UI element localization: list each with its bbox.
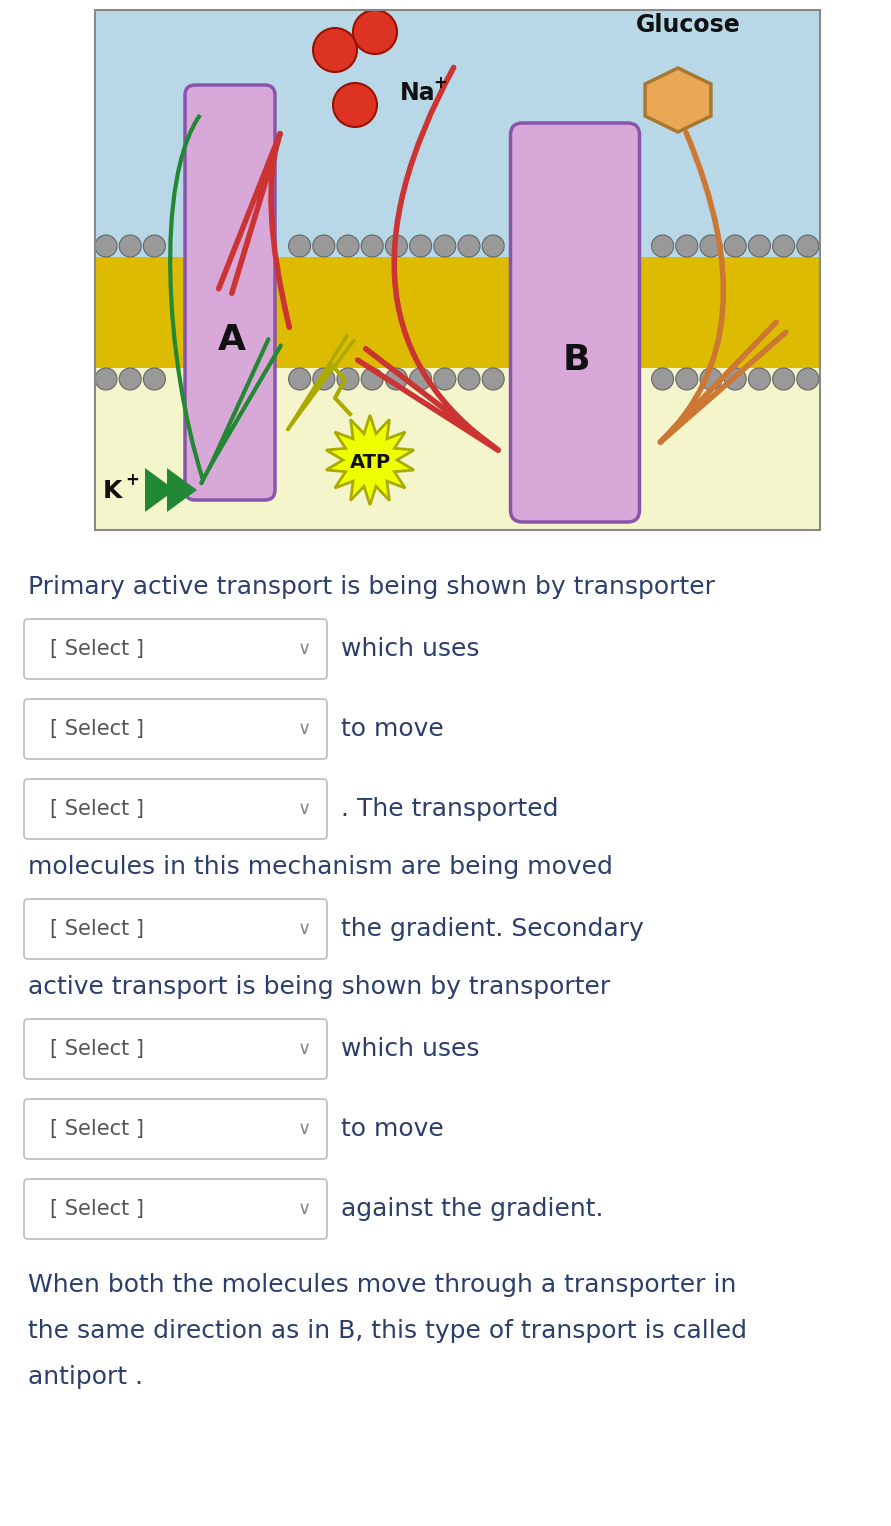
Circle shape [675,235,698,256]
Circle shape [434,235,456,256]
Polygon shape [326,415,414,505]
Circle shape [410,368,431,391]
FancyBboxPatch shape [24,1180,327,1239]
Circle shape [700,368,722,391]
Text: antiport .: antiport . [28,1364,143,1389]
Text: [ Select ]: [ Select ] [50,919,144,938]
Circle shape [724,235,746,256]
Text: +: + [433,73,447,92]
Text: [ Select ]: [ Select ] [50,800,144,819]
Circle shape [119,368,141,391]
Text: [ Select ]: [ Select ] [50,719,144,739]
Circle shape [333,82,377,127]
Text: against the gradient.: against the gradient. [341,1196,603,1221]
Circle shape [353,11,397,53]
Circle shape [386,235,407,256]
Circle shape [143,368,166,391]
Text: A: A [218,324,246,357]
Circle shape [313,235,335,256]
FancyBboxPatch shape [24,778,327,839]
FancyBboxPatch shape [24,899,327,958]
Circle shape [143,235,166,256]
Text: ∨: ∨ [298,800,311,818]
Text: +: + [125,472,139,488]
Circle shape [337,368,359,391]
Circle shape [748,368,771,391]
FancyBboxPatch shape [24,1019,327,1079]
Text: the gradient. Secondary: the gradient. Secondary [341,917,644,942]
FancyBboxPatch shape [24,1099,327,1160]
Circle shape [748,235,771,256]
Circle shape [724,368,746,391]
Polygon shape [167,468,197,513]
Circle shape [772,368,795,391]
Circle shape [337,235,359,256]
FancyBboxPatch shape [185,85,275,501]
Text: to move: to move [341,1117,444,1141]
Circle shape [651,368,674,391]
Text: the same direction as in B, this type of transport is called: the same direction as in B, this type of… [28,1318,747,1343]
Text: When both the molecules move through a transporter in: When both the molecules move through a t… [28,1273,736,1297]
Circle shape [95,235,117,256]
Text: to move: to move [341,717,444,742]
Text: ATP: ATP [350,453,391,472]
Text: which uses: which uses [341,636,479,661]
Circle shape [700,235,722,256]
Text: ∨: ∨ [298,920,311,938]
Circle shape [119,235,141,256]
Circle shape [772,235,795,256]
Text: ∨: ∨ [298,639,311,658]
Text: Glucose: Glucose [636,14,740,37]
Polygon shape [145,468,175,513]
Circle shape [675,368,698,391]
Bar [95,11,820,530]
Circle shape [410,235,431,256]
Text: . The transported: . The transported [341,797,559,821]
Bar [95,256,820,368]
Circle shape [797,235,819,256]
Text: B: B [563,343,591,377]
Text: which uses: which uses [341,1038,479,1061]
Circle shape [95,368,117,391]
Circle shape [289,235,311,256]
Circle shape [361,368,383,391]
FancyBboxPatch shape [24,620,327,679]
FancyBboxPatch shape [511,124,640,522]
Text: active transport is being shown by transporter: active transport is being shown by trans… [28,975,610,1000]
Circle shape [361,235,383,256]
Text: Primary active transport is being shown by transporter: Primary active transport is being shown … [28,575,715,600]
Circle shape [651,235,674,256]
Circle shape [313,27,357,72]
Bar [95,313,820,530]
Circle shape [434,368,456,391]
Text: ∨: ∨ [298,1120,311,1138]
Circle shape [482,368,504,391]
Circle shape [482,235,504,256]
Text: Na: Na [400,81,436,105]
Text: molecules in this mechanism are being moved: molecules in this mechanism are being mo… [28,855,613,879]
Circle shape [289,368,311,391]
FancyBboxPatch shape [24,699,327,758]
Circle shape [386,368,407,391]
Bar [95,11,820,313]
Text: K: K [103,479,122,504]
Text: [ Select ]: [ Select ] [50,1199,144,1219]
Circle shape [458,368,480,391]
Circle shape [313,368,335,391]
Text: ∨: ∨ [298,720,311,739]
Text: [ Select ]: [ Select ] [50,1119,144,1138]
Polygon shape [645,69,711,133]
Circle shape [797,368,819,391]
Text: ∨: ∨ [298,1199,311,1218]
Text: ∨: ∨ [298,1041,311,1058]
Text: [ Select ]: [ Select ] [50,1039,144,1059]
Text: [ Select ]: [ Select ] [50,639,144,659]
Circle shape [458,235,480,256]
